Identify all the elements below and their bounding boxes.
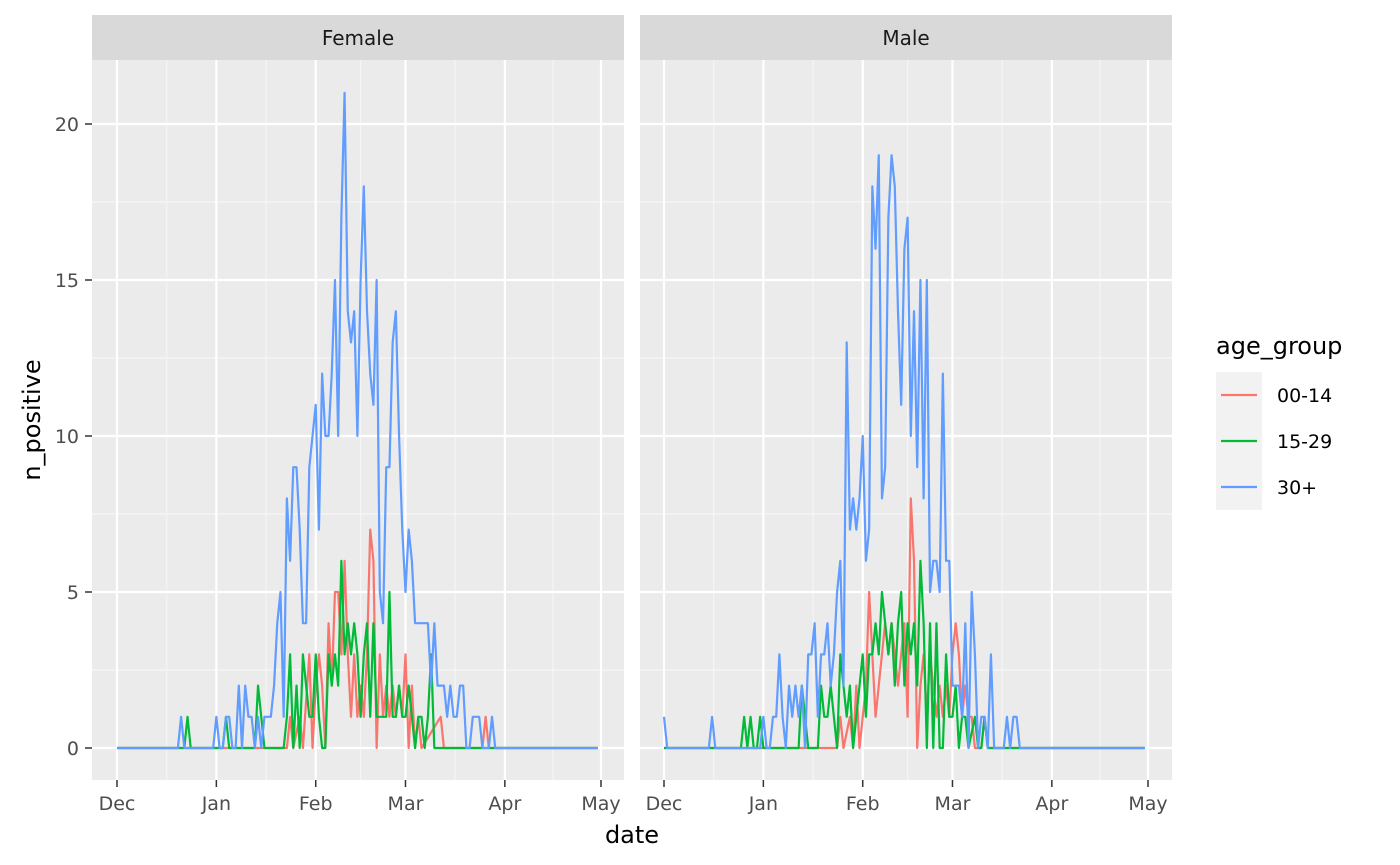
x-axes: Dec Jan Feb Mar Apr May Dec Jan Feb Mar Apr May — [99, 780, 1168, 815]
legend-items: 00-14 15-29 30+ — [1221, 385, 1332, 499]
legend-title: age_group — [1216, 332, 1342, 360]
x-axis-title: date — [605, 821, 659, 849]
strip-label-male: Male — [882, 26, 929, 50]
legend-label: 00-14 — [1277, 385, 1332, 407]
x-tick-label: Mar — [935, 793, 971, 815]
y-tick-label: 0 — [67, 738, 79, 760]
legend-label: 15-29 — [1277, 431, 1332, 453]
y-axis-title: n_positive — [18, 359, 46, 480]
legend-label: 30+ — [1277, 477, 1317, 499]
legend: age_group 00-14 15-29 30+ — [1216, 332, 1342, 510]
series-line-15-29 — [117, 559, 598, 750]
y-axis: 0 5 10 15 20 — [55, 114, 92, 760]
y-tick-label: 10 — [55, 426, 79, 448]
x-tick-label: Mar — [388, 793, 424, 815]
x-tick-label: Apr — [1035, 793, 1068, 815]
x-axis-male: Dec Jan Feb Mar Apr May — [646, 780, 1168, 815]
strip-label-female: Female — [322, 26, 394, 50]
strip-female-background — [92, 15, 624, 60]
series-line-30+ — [662, 154, 1145, 750]
x-axis-female: Dec Jan Feb Mar Apr May — [99, 780, 621, 815]
panel-female-series — [117, 91, 598, 750]
x-tick-label: Dec — [646, 793, 683, 815]
x-tick-label: Feb — [846, 793, 880, 815]
x-tick-label: May — [1128, 793, 1167, 815]
panel-female: Female — [92, 15, 624, 780]
facet-panels: Female Male — [92, 15, 1172, 780]
panel-male-series — [662, 154, 1145, 750]
panel-male: Male — [640, 15, 1172, 780]
y-tick-label: 5 — [67, 582, 79, 604]
strip-male-background — [640, 15, 1172, 60]
y-tick-label: 20 — [55, 114, 79, 136]
x-tick-label: Dec — [99, 793, 136, 815]
x-tick-label: Apr — [488, 793, 521, 815]
y-tick-label: 15 — [55, 270, 79, 292]
x-tick-label: May — [581, 793, 620, 815]
panel-female-minor-grid — [92, 60, 624, 780]
panel-male-minor-grid — [640, 60, 1172, 780]
x-tick-label: Jan — [748, 793, 778, 815]
x-tick-label: Feb — [299, 793, 333, 815]
series-line-30+ — [117, 91, 598, 750]
x-tick-label: Jan — [201, 793, 231, 815]
